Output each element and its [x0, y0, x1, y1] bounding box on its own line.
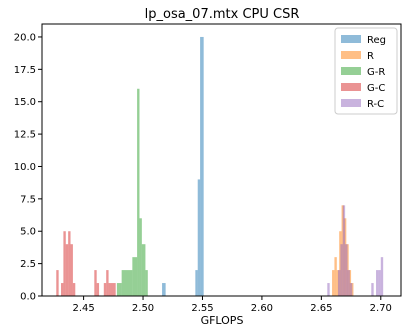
bar-r-c-0 — [327, 283, 330, 296]
bar-r-0 — [332, 270, 335, 296]
legend-swatch-g-c — [341, 83, 361, 91]
legend-label-r-c: R-C — [367, 99, 384, 110]
bar-r-c-6 — [349, 283, 353, 296]
bar-r-1 — [334, 257, 337, 296]
bar-r-c-4 — [345, 244, 348, 296]
y-tick-label-8: 20.0 — [14, 32, 36, 43]
y-tick-label-2: 5.0 — [20, 227, 36, 238]
y-axis: 0.0 2.5 5.0 7.5 10.0 12.5 15.0 17.5 20.0 — [14, 32, 42, 303]
bar-r-8 — [351, 283, 354, 296]
bar-g-c-9 — [103, 283, 107, 296]
bar-r-c-5 — [347, 270, 350, 296]
bar-g-c-12 — [110, 283, 116, 296]
bar-g-c-11 — [108, 283, 111, 296]
bar-g-c-8 — [96, 283, 100, 296]
bar-g-r-5 — [141, 244, 146, 296]
y-tick-label-3: 7.5 — [20, 194, 36, 205]
bar-reg-2 — [197, 179, 201, 296]
legend-swatch-r-c — [341, 99, 361, 107]
bar-reg-1 — [195, 270, 198, 296]
legend-label-g-c: G-C — [367, 83, 385, 94]
bar-r-c-1 — [337, 270, 341, 296]
bar-r-c-3 — [342, 205, 346, 296]
y-tick-label-7: 17.5 — [14, 65, 36, 76]
x-tick-label-4: 2.65 — [310, 303, 332, 314]
bar-r-3 — [339, 231, 342, 296]
x-tick-label-5: 2.70 — [370, 303, 392, 314]
bar-r-c-8 — [376, 270, 379, 296]
bar-r-c-2 — [340, 244, 343, 296]
legend-swatch-g-r — [341, 67, 361, 75]
bar-r-c-9 — [378, 270, 381, 296]
legend-swatch-r — [341, 51, 361, 59]
histogram-bars — [56, 36, 384, 296]
bar-r-c-7 — [371, 283, 374, 296]
bar-g-r-1 — [121, 270, 133, 296]
bar-reg-3 — [200, 36, 204, 296]
y-tick-label-4: 10.0 — [14, 162, 36, 173]
y-tick-label-0: 0.0 — [20, 292, 36, 303]
bar-g-c-10 — [106, 270, 109, 296]
x-tick-label-3: 2.60 — [251, 303, 273, 314]
bar-g-c-1 — [61, 283, 64, 296]
bar-g-r-3 — [137, 88, 140, 296]
x-axis-label: GFLOPS — [201, 314, 244, 327]
legend-swatch-reg — [341, 35, 361, 43]
bar-reg-0 — [162, 283, 166, 296]
legend-label-r: R — [367, 51, 374, 62]
bar-g-r-6 — [145, 270, 148, 296]
y-tick-label-5: 12.5 — [14, 130, 36, 141]
bar-g-c-2 — [63, 231, 66, 296]
x-tick-label-0: 2.45 — [72, 303, 94, 314]
bar-g-c-4 — [68, 231, 71, 296]
bar-g-r-2 — [132, 257, 138, 296]
legend-label-reg: Reg — [367, 35, 386, 46]
x-axis: 2.45 2.50 2.55 2.60 2.65 2.70 — [72, 296, 392, 314]
y-tick-label-1: 2.5 — [20, 259, 36, 270]
x-tick-label-1: 2.50 — [132, 303, 154, 314]
bar-g-c-3 — [65, 244, 69, 296]
legend-label-g-r: G-R — [367, 67, 385, 78]
bar-g-c-0 — [56, 270, 59, 296]
legend: Reg R G-R G-C R-C — [334, 27, 398, 115]
bar-g-c-5 — [70, 244, 73, 296]
bar-g-r-0 — [116, 283, 122, 296]
bar-g-c-7 — [94, 270, 97, 296]
chart-title: lp_osa_07.mtx CPU CSR — [145, 7, 300, 22]
legend-box — [334, 27, 398, 115]
bar-r-c-10 — [380, 257, 384, 296]
plot-frame — [41, 23, 402, 297]
y-tick-label-6: 15.0 — [14, 97, 36, 108]
bar-g-r-4 — [139, 218, 142, 296]
bar-g-c-6 — [72, 283, 76, 296]
x-tick-label-2: 2.55 — [191, 303, 213, 314]
